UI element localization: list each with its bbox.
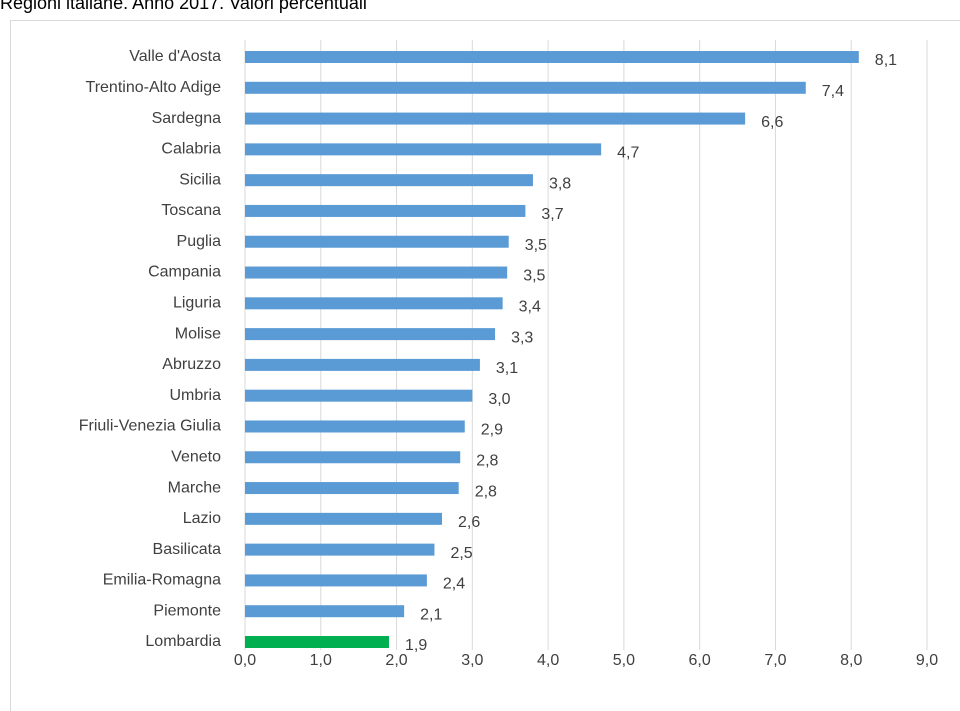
bar (245, 358, 480, 371)
y-tick-label: Veneto (171, 448, 221, 465)
bar (245, 451, 461, 464)
data-label: 6,6 (761, 114, 783, 131)
data-label: 2,8 (475, 483, 497, 500)
y-tick-label: Calabria (161, 141, 221, 158)
data-label: 2,6 (458, 514, 480, 531)
y-tick-label: Emilia-Romagna (103, 572, 221, 589)
data-label: 3,7 (541, 206, 563, 223)
y-tick-label: Trentino-Alto Adige (86, 79, 222, 96)
bar (245, 51, 859, 63)
y-tick-label: Puglia (177, 233, 222, 250)
bar (245, 235, 509, 248)
bar (245, 297, 503, 310)
bar (245, 420, 465, 433)
bar (245, 112, 746, 125)
bar (245, 512, 443, 525)
data-label: 7,4 (822, 83, 844, 100)
bar (245, 328, 496, 341)
chart-frame (10, 20, 960, 711)
x-tick-label: 9,0 (916, 652, 938, 669)
bar (245, 482, 459, 495)
y-tick-label: Friuli-Venezia Giulia (79, 418, 221, 435)
data-label: 4,7 (617, 145, 639, 162)
bar (245, 636, 389, 648)
bar (245, 81, 806, 94)
data-label: 3,5 (525, 237, 547, 254)
y-tick-label: Basilicata (153, 541, 222, 558)
data-label: 2,9 (481, 422, 503, 439)
data-label: 2,1 (420, 606, 442, 623)
y-tick-label: Sicilia (179, 171, 221, 188)
bar (245, 543, 435, 556)
data-label: 2,8 (476, 452, 498, 469)
bar (245, 174, 533, 187)
bar (245, 605, 405, 618)
bar (245, 143, 602, 156)
y-tick-label: Marche (168, 479, 221, 496)
data-label: 2,5 (450, 545, 472, 562)
x-tick-label: 7,0 (764, 652, 786, 669)
data-label: 3,0 (488, 391, 510, 408)
data-label: 1,9 (405, 637, 427, 654)
x-tick-label: 4,0 (537, 652, 559, 669)
data-label: 3,8 (549, 175, 571, 192)
data-label: 3,3 (511, 329, 533, 346)
x-tick-label: 2,0 (385, 652, 407, 669)
y-tick-label: Campania (148, 264, 221, 281)
x-tick-label: 1,0 (310, 652, 332, 669)
y-tick-label: Liguria (173, 295, 221, 312)
data-label: 3,1 (496, 360, 518, 377)
x-tick-label: 6,0 (689, 652, 711, 669)
data-label: 3,5 (523, 268, 545, 285)
x-tick-label: 3,0 (461, 652, 483, 669)
y-tick-label: Sardegna (152, 110, 221, 127)
bar (245, 574, 427, 587)
y-tick-label: Lombardia (145, 633, 221, 650)
y-tick-label: Lazio (183, 510, 221, 527)
y-tick-label: Molise (175, 325, 221, 342)
y-tick-label: Valle d'Aosta (129, 48, 221, 65)
data-label: 3,4 (519, 299, 541, 316)
data-label: 2,4 (443, 576, 465, 593)
x-tick-label: 8,0 (840, 652, 862, 669)
y-tick-label: Umbria (169, 387, 221, 404)
x-tick-label: 0,0 (234, 652, 256, 669)
y-tick-label: Piemonte (153, 602, 221, 619)
x-tick-label: 5,0 (613, 652, 635, 669)
bar (245, 266, 508, 279)
chart-title: Regioni italiane. Anno 2017. Valori perc… (0, 0, 367, 13)
data-label: 8,1 (875, 52, 897, 69)
bar (245, 389, 473, 402)
bar (245, 204, 526, 217)
y-tick-label: Toscana (161, 202, 221, 219)
y-tick-label: Abruzzo (162, 356, 221, 373)
